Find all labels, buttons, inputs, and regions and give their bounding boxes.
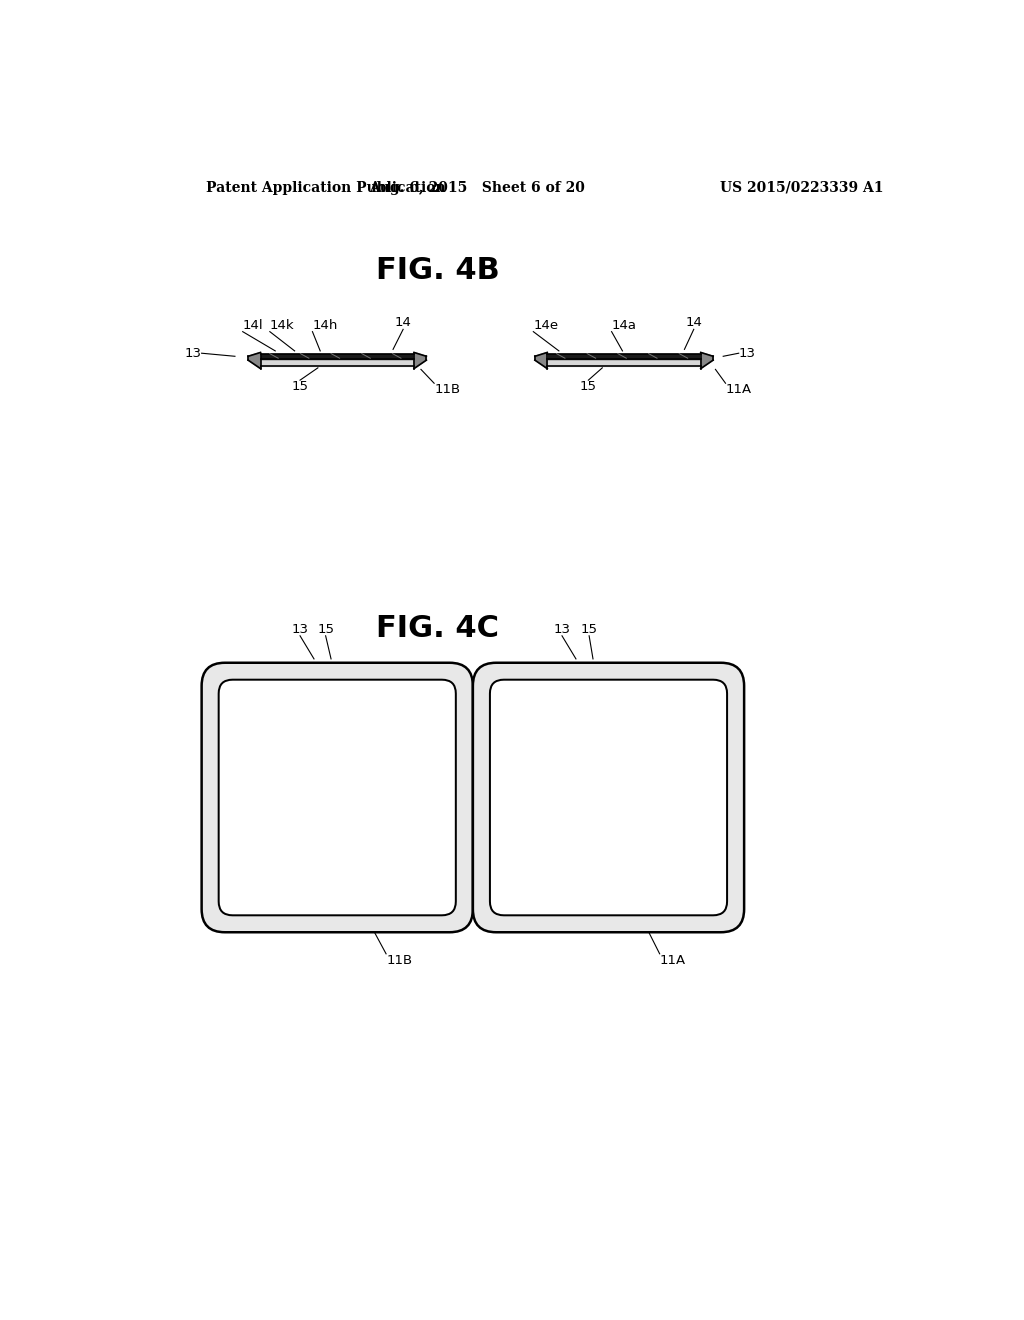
Text: 11B: 11B: [386, 954, 413, 966]
Text: 14: 14: [394, 317, 412, 330]
Text: Patent Application Publication: Patent Application Publication: [206, 181, 445, 194]
Text: 11A: 11A: [659, 954, 686, 966]
Text: 14e: 14e: [534, 318, 558, 331]
Text: Aug. 6, 2015   Sheet 6 of 20: Aug. 6, 2015 Sheet 6 of 20: [369, 181, 585, 194]
Text: 14a: 14a: [611, 318, 637, 331]
Text: FIG. 4C: FIG. 4C: [377, 614, 500, 643]
Text: US 2015/0223339 A1: US 2015/0223339 A1: [721, 181, 884, 194]
Text: 13: 13: [738, 347, 756, 360]
FancyBboxPatch shape: [473, 663, 744, 932]
Text: 15: 15: [580, 380, 597, 393]
Polygon shape: [260, 359, 414, 367]
Text: 15: 15: [317, 623, 334, 636]
FancyBboxPatch shape: [219, 680, 456, 915]
Polygon shape: [535, 352, 547, 368]
FancyBboxPatch shape: [489, 680, 727, 915]
Polygon shape: [414, 352, 426, 368]
Polygon shape: [700, 352, 713, 368]
Text: FIG. 4B: FIG. 4B: [376, 256, 500, 285]
Text: 13: 13: [554, 623, 570, 636]
Text: 15: 15: [581, 623, 598, 636]
Polygon shape: [248, 352, 260, 368]
Polygon shape: [260, 354, 414, 359]
Text: 11A: 11A: [726, 383, 752, 396]
FancyBboxPatch shape: [202, 663, 473, 932]
Polygon shape: [547, 354, 700, 359]
Text: 14h: 14h: [312, 318, 338, 331]
Text: 15: 15: [292, 380, 308, 393]
Text: 11B: 11B: [434, 383, 460, 396]
Polygon shape: [547, 359, 700, 367]
Text: 13: 13: [292, 623, 308, 636]
Text: 14l: 14l: [243, 318, 263, 331]
Text: 14k: 14k: [270, 318, 295, 331]
Text: 14: 14: [685, 317, 702, 330]
Text: 13: 13: [184, 347, 202, 360]
